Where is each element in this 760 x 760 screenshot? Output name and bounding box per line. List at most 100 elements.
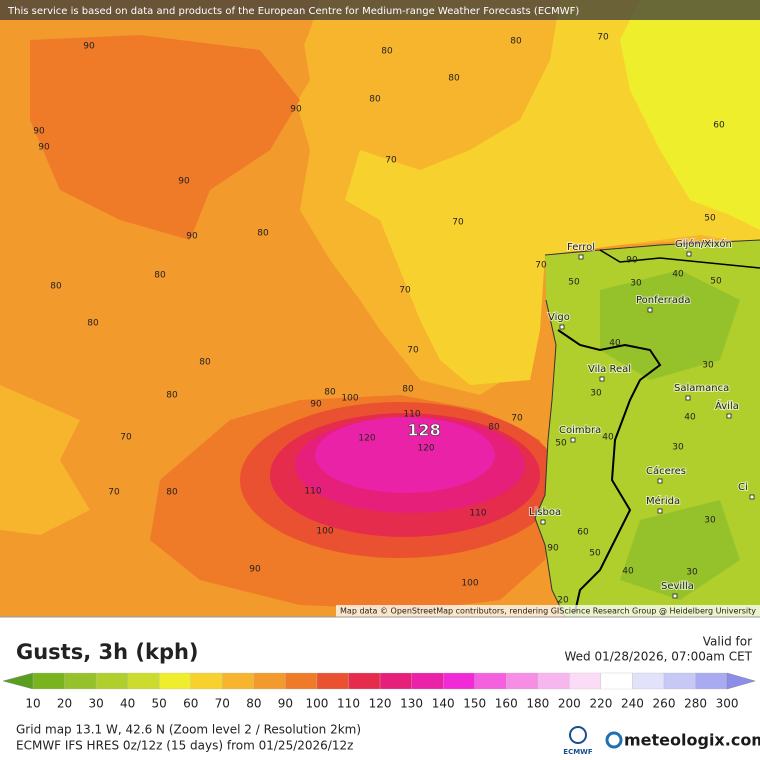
place-marker [685,395,691,401]
contour-label: 20 [557,596,569,606]
contour-label: 50 [704,214,716,224]
contour-label: 90 [83,42,95,52]
contour-label: 70 [535,261,547,271]
legend-swatch [222,672,255,690]
field-90 [30,35,300,240]
contour-label: 50 [589,549,601,559]
ecmwf-icon [569,726,587,744]
field-50 [620,0,760,230]
contour-label: 70 [407,346,419,356]
contour-label: 40 [672,270,684,280]
max-label: 128 [407,421,440,440]
contour-label: 30 [704,516,716,526]
contour-label: 70 [452,218,464,228]
contour-label: 90 [310,400,322,410]
legend-swatch [442,672,475,690]
contour-label: 120 [358,434,375,444]
contour-label: 90 [186,232,198,242]
place-label: Mérida [646,495,680,507]
valid-label: Valid for [703,635,752,649]
contour-label: 60 [713,121,725,131]
legend-tick-label: 120 [369,697,392,711]
place-label: Coimbra [559,425,601,436]
legend-tick-label: 130 [400,697,423,711]
place-marker [657,478,663,484]
place-marker [726,413,732,419]
border-north [599,249,760,269]
contour-label: 80 [324,388,336,398]
contour-label: 70 [511,414,523,424]
legend-swatch [569,672,602,690]
contour-label: 50 [555,439,567,449]
legend: 10 20 30 40 50 60 70 80 90 100 110 120 130 140 150 160 1… [2,672,757,711]
legend-low [2,672,34,690]
legend-tick-label: 200 [558,697,581,711]
legend-swatch [190,672,223,690]
legend-swatch [316,672,349,690]
contour-label: 30 [672,443,684,453]
contour-label: 90 [547,544,559,554]
legend-tick-label: 90 [278,697,293,711]
contour-label: 80 [166,488,178,498]
legend-swatch [64,672,97,690]
place-label: Salamanca [674,383,729,394]
contour-label: 90 [33,127,45,137]
contour-label: 110 [304,487,321,497]
contour-label: 100 [316,527,333,537]
contour-label: 80 [50,282,62,292]
brand-icon [605,731,623,749]
legend-swatch [506,672,538,690]
place-label: Cáceres [646,465,686,477]
place-marker [647,307,653,313]
place-label: Vigo [548,312,570,323]
contour-label: 100 [341,394,358,404]
legend-swatch [348,672,381,690]
contour-label: 30 [590,389,602,399]
contour-label: 30 [702,361,714,371]
ecmwf-logo: ECMWF [563,748,593,756]
attribution: Map data © OpenStreetMap contributors, r… [340,607,756,616]
place-marker [540,519,546,525]
contour-label: 70 [108,488,120,498]
legend-high [726,672,757,690]
place-label: Sevilla [661,581,694,592]
coastline [534,239,760,618]
legend-tick-label: 260 [653,697,676,711]
legend-tick-label: 10 [25,697,40,711]
legend-swatch [379,672,412,690]
contour-label: 90 [38,143,50,153]
legend-tick-label: 20 [57,697,72,711]
place-label: Ferrol [567,242,595,253]
place-label: Gijón/Xixón [675,238,732,250]
contour-label: 80 [448,74,460,84]
grid-info: Grid map 13.1 W, 42.6 N (Zoom level 2 / … [16,723,361,737]
banner: This service is based on data and produc… [7,6,579,17]
contour-label: 110 [469,509,486,519]
valid-time: Wed 01/28/2026, 07:00am CET [565,650,753,664]
legend-tick-label: 300 [716,697,739,711]
legend-tick-label: 110 [337,697,360,711]
place-label: Ci [738,482,748,493]
contour-label: 40 [684,413,696,423]
legend-swatch [253,672,286,690]
legend-tick-label: 60 [183,697,198,711]
contour-label: 70 [399,286,411,296]
legend-swatch [411,672,444,690]
contour-label: 50 [568,278,580,288]
legend-swatch [663,672,696,690]
place-marker [657,508,663,514]
place-marker [570,437,576,443]
contour-label: 80 [369,95,381,105]
contour-label: 70 [597,33,609,43]
legend-swatch [159,672,191,690]
legend-tick-label: 80 [246,697,261,711]
model-info: ECMWF IFS HRES 0z/12z (15 days) from 01/… [16,739,353,753]
border [557,329,662,613]
legend-tick-label: 240 [621,697,644,711]
brand[interactable]: meteologix.com [624,731,760,750]
contour-label: 30 [630,279,642,289]
legend-swatch [32,672,65,690]
legend-tick-label: 100 [305,697,328,711]
contour-label: 80 [510,37,522,47]
